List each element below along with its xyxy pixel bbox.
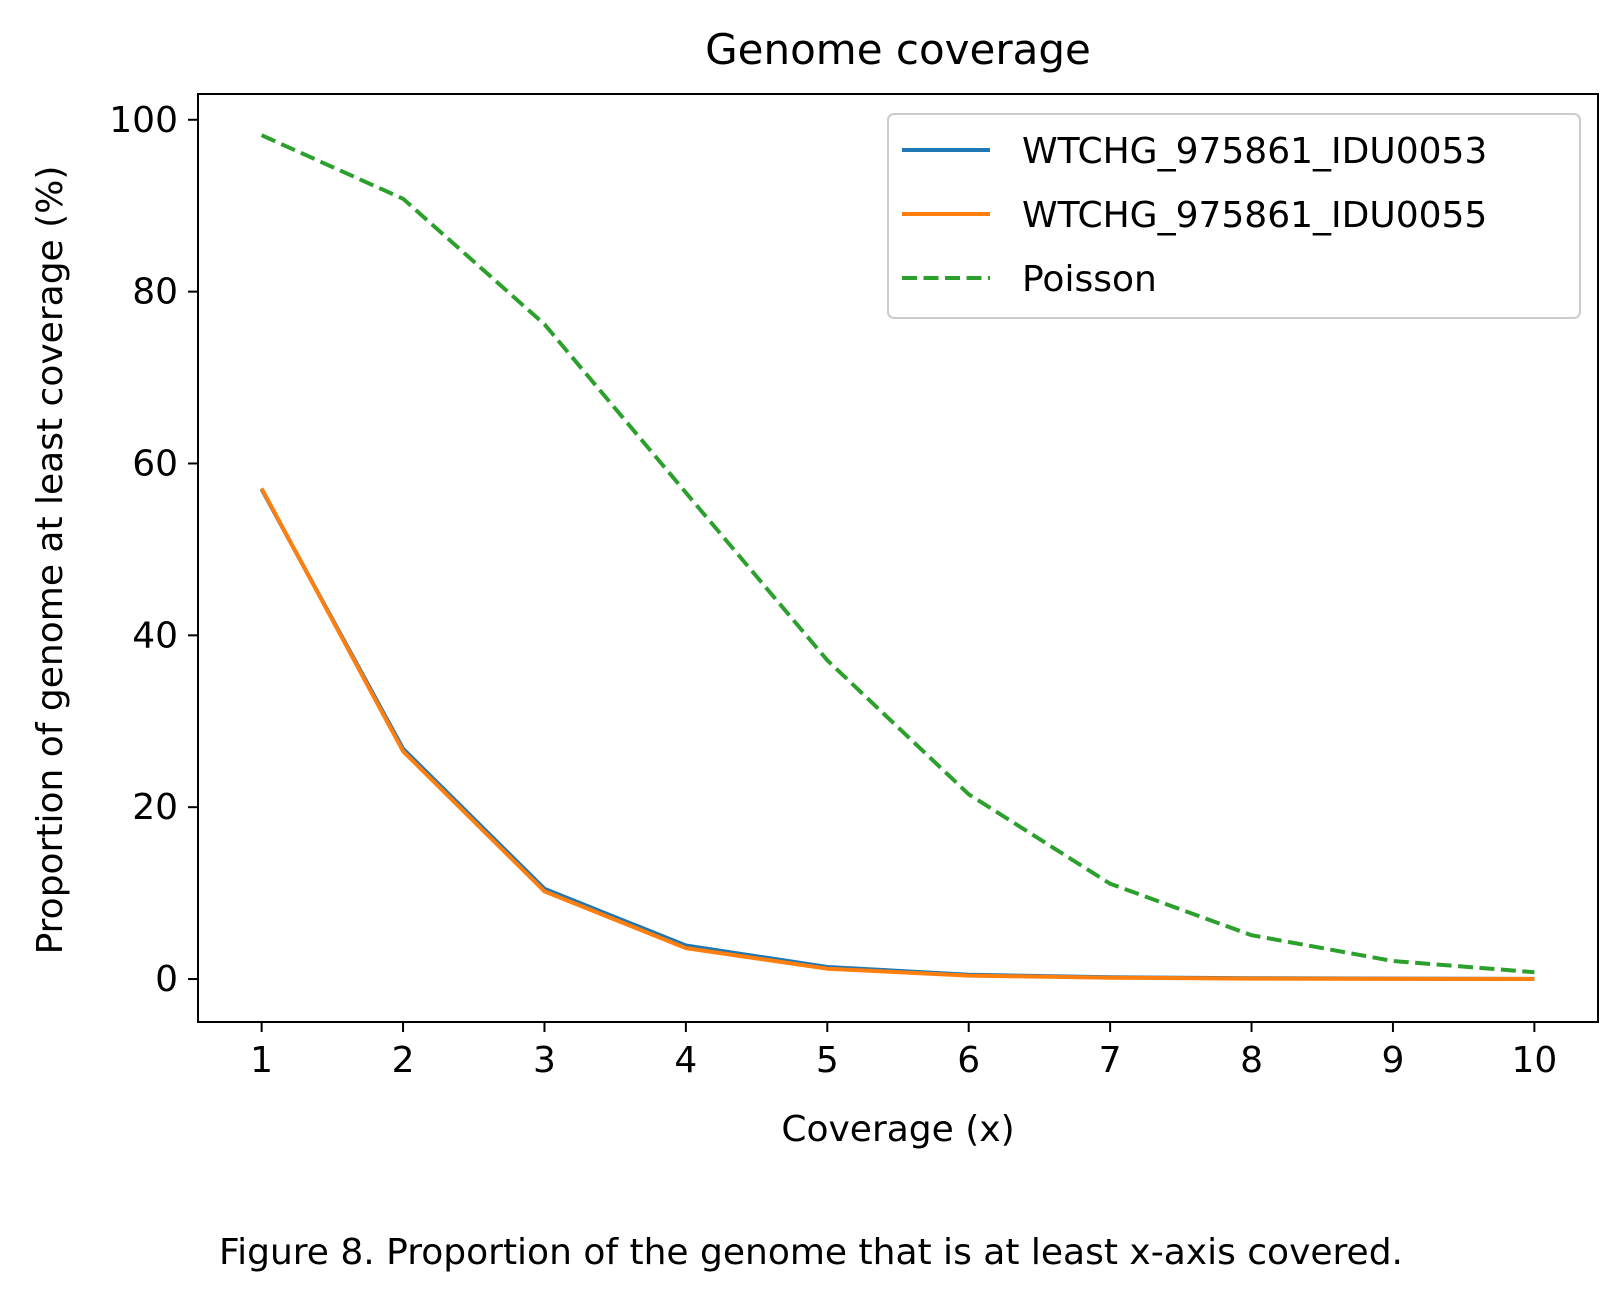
y-tick-label: 40 xyxy=(132,615,178,656)
chart-title: Genome coverage xyxy=(705,25,1091,74)
x-tick-label: 8 xyxy=(1240,1040,1263,1081)
y-tick-label: 20 xyxy=(132,787,178,828)
legend-label: WTCHG_975861_IDU0053 xyxy=(1022,131,1487,172)
legend-label: WTCHG_975861_IDU0055 xyxy=(1022,195,1487,236)
y-tick-label: 80 xyxy=(132,272,178,313)
series-line-poisson xyxy=(260,133,1535,975)
x-tick-label: 4 xyxy=(674,1040,697,1081)
genome-coverage-chart: Genome coverage Coverage (x) Proportion … xyxy=(30,25,1599,1150)
series-line-wtchg-975861-idu0055 xyxy=(259,487,1535,981)
x-tick-label: 3 xyxy=(533,1040,556,1081)
x-tick-label: 7 xyxy=(1099,1040,1122,1081)
y-tick-label: 100 xyxy=(109,100,178,141)
x-tick-label: 2 xyxy=(392,1040,415,1081)
y-axis-label: Proportion of genome at least coverage (… xyxy=(30,166,71,955)
legend-label: Poisson xyxy=(1022,259,1157,300)
figure-caption: Figure 8. Proportion of the genome that … xyxy=(219,1232,1403,1273)
y-tick-label: 0 xyxy=(155,959,178,1000)
x-tick-label: 5 xyxy=(816,1040,839,1081)
plot-frame xyxy=(197,93,1599,1023)
x-tick-label: 10 xyxy=(1511,1040,1557,1081)
x-tick-label: 9 xyxy=(1381,1040,1404,1081)
series-line-wtchg-975861-idu0053 xyxy=(259,488,1535,981)
x-axis-label: Coverage (x) xyxy=(781,1109,1014,1150)
x-tick-label: 1 xyxy=(250,1040,273,1081)
x-tick-label: 6 xyxy=(957,1040,980,1081)
plot-series xyxy=(259,133,1535,981)
legend: WTCHG_975861_IDU0053 WTCHG_975861_IDU0055… xyxy=(887,113,1581,319)
legend-box xyxy=(887,113,1581,319)
y-tick-label: 60 xyxy=(132,443,178,484)
